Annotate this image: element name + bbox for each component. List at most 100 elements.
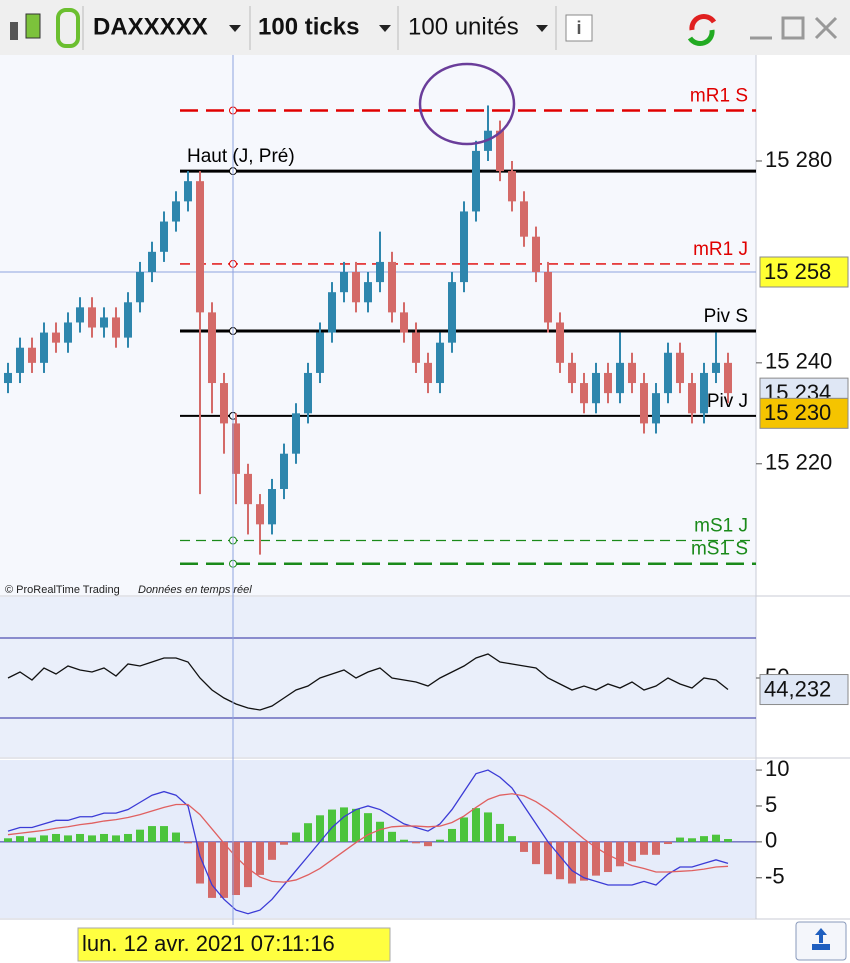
- close-button[interactable]: [814, 16, 838, 40]
- histogram-bar: [160, 826, 168, 842]
- histogram-bar: [304, 823, 312, 842]
- histogram-bar: [328, 809, 336, 842]
- candle-body: [28, 347, 36, 363]
- candle-body: [592, 372, 600, 404]
- candle-body: [244, 473, 252, 505]
- histogram-bar: [376, 821, 384, 842]
- maximize-button[interactable]: [781, 16, 805, 40]
- toolbar: [0, 0, 850, 55]
- histogram-bar: [172, 832, 180, 842]
- histogram-bar: [268, 841, 276, 860]
- candle-body: [556, 322, 564, 363]
- price-badge: [759, 397, 849, 429]
- candle-body: [700, 372, 708, 414]
- macd-line: [7, 793, 729, 883]
- histogram-bar: [112, 835, 120, 842]
- link-icon[interactable]: [56, 8, 80, 48]
- candle-body: [52, 332, 60, 343]
- chart-type-icon[interactable]: [10, 22, 18, 40]
- histogram-bar: [64, 835, 72, 842]
- histogram-bar: [580, 841, 588, 881]
- candle-body: [508, 171, 516, 202]
- histogram-bar: [628, 841, 636, 862]
- histogram-bar: [400, 839, 408, 842]
- candle-body: [292, 413, 300, 454]
- refresh-icon[interactable]: [689, 14, 717, 31]
- plot: 15 220 15 240 15 280 mR1 S Haut (J, Pré) mR1 …: [0, 86, 849, 915]
- candle-body: [16, 347, 24, 373]
- histogram-bar: [52, 833, 60, 842]
- candle-body: [112, 317, 120, 338]
- copyright: © ProRealTime Trading: [5, 584, 120, 596]
- histogram-bar: [436, 839, 444, 842]
- histogram-bar: [16, 836, 24, 842]
- histogram-bar: [100, 833, 108, 842]
- histogram-bar: [184, 841, 192, 844]
- histogram-bar: [604, 841, 612, 873]
- y-tick-label: 10: [765, 756, 789, 781]
- candle-body: [160, 221, 168, 252]
- dropdown-arrow[interactable]: [536, 25, 548, 32]
- dropdown-arrow[interactable]: [229, 25, 241, 32]
- histogram-bar: [28, 837, 36, 842]
- dropdown-arrow[interactable]: [379, 25, 391, 32]
- candle-body: [580, 383, 588, 404]
- histogram-bar: [208, 841, 216, 898]
- candle-body: [64, 322, 72, 343]
- histogram-bar: [700, 836, 708, 842]
- y-tick-label: 15 240: [765, 349, 832, 374]
- level-label: Haut (J, Pré): [187, 146, 295, 167]
- symbol[interactable]: DAXXXXX: [93, 13, 208, 40]
- candle-body: [340, 272, 348, 293]
- histogram-bar: [364, 813, 372, 842]
- price-badge: [759, 674, 849, 706]
- macd-line: [7, 769, 729, 915]
- candle-body: [268, 489, 276, 525]
- annotation-circle: [418, 62, 516, 146]
- candle-body: [88, 307, 96, 328]
- price-badge-label: 44,232: [764, 676, 831, 701]
- histogram-bar: [676, 837, 684, 842]
- scroll-icon: [812, 928, 830, 950]
- refresh-icon[interactable]: [687, 29, 715, 46]
- histogram-bar: [244, 841, 252, 888]
- histogram-bar: [568, 841, 576, 884]
- histogram-bar: [532, 841, 540, 865]
- histogram-bar: [232, 841, 240, 896]
- histogram-bar: [664, 841, 672, 845]
- units[interactable]: 100 unités: [408, 13, 519, 40]
- candle-body: [520, 201, 528, 237]
- histogram-bar: [292, 832, 300, 842]
- candle-body: [40, 332, 48, 363]
- histogram-bar: [460, 817, 468, 842]
- histogram-bar: [520, 841, 528, 852]
- candle-body: [328, 292, 336, 333]
- crosshair-date: lun. 12 avr. 2021 07:11:16: [82, 931, 335, 956]
- histogram-bar: [76, 833, 84, 842]
- info-button[interactable]: [565, 14, 593, 42]
- candle-body: [316, 332, 324, 373]
- oscillator-line: [7, 653, 729, 711]
- candle-body: [100, 317, 108, 328]
- candle-body: [544, 272, 552, 323]
- candle-body: [652, 393, 660, 424]
- y-tick-label: -5: [765, 864, 785, 889]
- interval[interactable]: 100 ticks: [258, 13, 359, 40]
- histogram-bar: [388, 831, 396, 842]
- candle-body: [616, 362, 624, 394]
- y-tick-label: 5: [765, 792, 777, 817]
- histogram-bar: [4, 838, 12, 842]
- histogram-bar: [124, 833, 132, 842]
- chart-type-icon[interactable]: [25, 13, 41, 39]
- level-label: mR1 S: [690, 86, 748, 107]
- info-label[interactable]: i: [576, 18, 581, 38]
- candle-body: [712, 362, 720, 373]
- histogram-bar: [40, 835, 48, 842]
- histogram-bar: [316, 815, 324, 842]
- level-label: mS1 S: [691, 539, 748, 560]
- candle-body: [76, 307, 84, 323]
- histogram-bar: [592, 841, 600, 876]
- candle-body: [400, 312, 408, 333]
- candle-body: [376, 261, 384, 283]
- histogram-bar: [196, 841, 204, 884]
